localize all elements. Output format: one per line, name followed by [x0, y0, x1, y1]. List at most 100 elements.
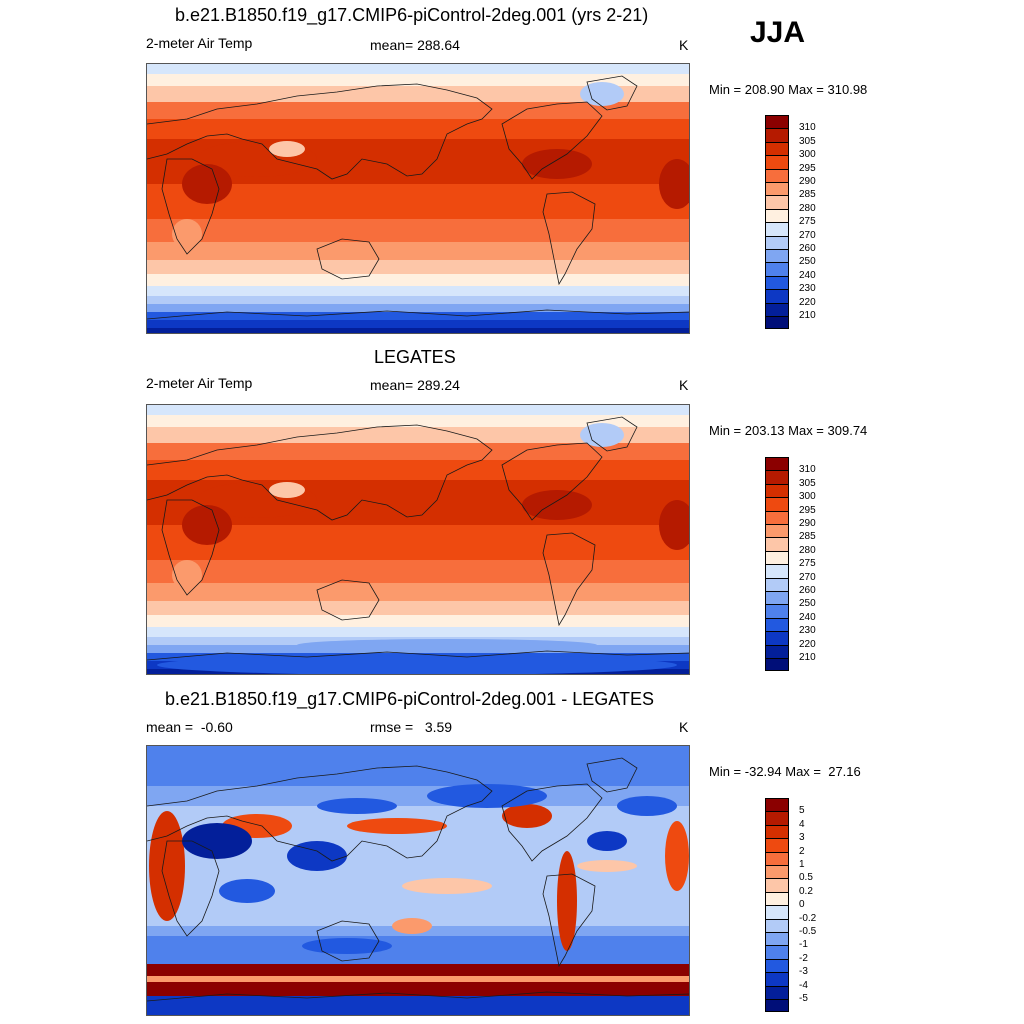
temperature-band: [147, 260, 689, 274]
coastline: [501, 442, 603, 521]
panel-3-map: [146, 745, 690, 1016]
panel-1-colorbar-tick-label: 220: [799, 296, 816, 308]
panel-3-colorbar-tick-label: 0: [799, 899, 805, 911]
panel-1-colorbar-tick-label: 260: [799, 243, 816, 254]
panel-2-colorbar-swatch: [765, 497, 789, 511]
warm-region: [182, 164, 232, 204]
temperature-band: [147, 320, 689, 328]
difference-field: [147, 936, 689, 966]
coastline: [501, 101, 603, 180]
panel-3-colorbar-swatch: [765, 865, 789, 879]
panel-1-colorbar-tick-label: 230: [799, 283, 816, 295]
panel-3-colorbar-swatch: [765, 798, 789, 812]
temperature-band: [147, 627, 689, 637]
panel-2-colorbar-swatch: [765, 577, 789, 591]
panel-3-colorbar-swatch: [765, 918, 789, 932]
panel-2-colorbar-tick-label: 240: [799, 611, 816, 623]
temperature-band: [147, 601, 689, 615]
panel-1-colorbar-swatch: [765, 115, 789, 129]
panel-1-colorbar-swatch: [765, 275, 789, 290]
panel-2-range-label: Min = 203.13 Max = 309.74: [709, 423, 868, 438]
panel-2-mean-label: mean= 289.24: [370, 377, 460, 393]
panel-2-colorbar-tick-label: 275: [799, 558, 816, 570]
temperature-band: [147, 274, 689, 286]
panel-2-map: [146, 404, 690, 675]
panel-3-colorbar-tick-label: -0.2: [799, 912, 817, 924]
panel-3-colorbar-swatch: [765, 972, 789, 986]
panel-1-colorbar-tick-label: 210: [799, 310, 816, 321]
temperature-band: [147, 286, 689, 296]
temperature-band: [147, 184, 689, 219]
negative-anomaly: [287, 841, 347, 871]
coastline: [542, 191, 596, 286]
temperature-band: [147, 443, 689, 460]
panel-3-mean-label: mean = -0.60: [146, 719, 233, 735]
coastline: [147, 765, 493, 862]
temperature-band: [147, 242, 689, 260]
panel-3-colorbar-tick-label: -1: [799, 939, 808, 951]
panel-3-colorbar-swatch: [765, 824, 789, 839]
panel-1-colorbar-swatch: [765, 235, 789, 249]
panel-2-colorbar-swatch: [765, 510, 789, 524]
panel-1-units-label: K: [679, 37, 689, 53]
coastline: [316, 238, 380, 280]
panel-2-colorbar-tick-label: 220: [799, 638, 816, 650]
cool-region: [172, 560, 202, 590]
panel-3-colorbar-tick-label: -0.5: [799, 926, 817, 937]
panel-1-colorbar-swatch: [765, 208, 789, 223]
panel-1-colorbar-tick-label: 270: [799, 229, 816, 241]
panel-2-colorbar-tick-label: 295: [799, 504, 816, 516]
panel-2-colorbar-tick-label: 230: [799, 625, 816, 637]
panel-1-colorbar-tick-label: 285: [799, 189, 816, 201]
panel-2-colorbar-swatch: [765, 658, 789, 672]
positive-anomaly: [149, 811, 185, 921]
panel-3-colorbar-tick-label: 3: [799, 832, 805, 844]
temperature-band: [147, 219, 689, 242]
cool-region: [269, 141, 305, 157]
panel-3-colorbar-swatch: [765, 999, 789, 1013]
panel-1-colorbar-tick-label: 305: [799, 135, 816, 147]
panel-1-colorbar-tick-label: 300: [799, 149, 816, 161]
coastline: [542, 532, 596, 627]
positive-anomaly: [665, 821, 689, 891]
panel-3-colorbar-swatch: [765, 891, 789, 906]
panel-1-mean-label: mean= 288.64: [370, 37, 460, 53]
coastline: [161, 840, 220, 937]
panel-1-map-field: [147, 64, 689, 333]
temperature-band: [147, 74, 689, 86]
difference-field: [147, 976, 689, 982]
panel-1-colorbar-swatch: [765, 195, 789, 209]
coastline: [542, 873, 596, 968]
temperature-band: [147, 64, 689, 74]
panel-3-colorbar-tick-label: 5: [799, 805, 805, 817]
panel-1-colorbar-tick-label: 290: [799, 176, 816, 187]
panel-3-map-field: [147, 746, 689, 1015]
temperature-band: [147, 312, 689, 320]
panel-2-colorbar-tick-label: 280: [799, 544, 816, 556]
coastline: [586, 757, 638, 793]
negative-anomaly: [617, 796, 677, 816]
negative-anomaly: [219, 879, 275, 903]
temperature-band: [147, 119, 689, 139]
panel-1-colorbar-swatch: [765, 182, 789, 196]
panel-2-colorbar-swatch: [765, 617, 789, 632]
negative-anomaly: [182, 823, 252, 859]
cold-region: [297, 639, 597, 651]
coastline: [161, 499, 220, 596]
temperature-band: [147, 86, 689, 102]
panel-3-colorbar-tick-label: 4: [799, 818, 805, 830]
panel-3-colorbar-swatch: [765, 851, 789, 865]
ice-region: [580, 82, 624, 106]
panel-1-colorbar-tick-label: 250: [799, 256, 816, 268]
panel-3-colorbar-swatch: [765, 958, 789, 973]
panel-3-colorbar-tick-label: -3: [799, 966, 808, 978]
warm-region: [522, 490, 592, 520]
panel-2-colorbar-tick-label: 285: [799, 531, 816, 543]
coastline: [586, 75, 638, 111]
panel-1-colorbar-swatch: [765, 128, 789, 142]
panel-3-range-label: Min = -32.94 Max = 27.16: [709, 764, 861, 779]
panel-1-colorbar-tick-label: 310: [799, 122, 816, 134]
panel-2-map-field: [147, 405, 689, 674]
panel-2-title: LEGATES: [374, 347, 456, 367]
panel-2-colorbar-swatch: [765, 537, 789, 551]
